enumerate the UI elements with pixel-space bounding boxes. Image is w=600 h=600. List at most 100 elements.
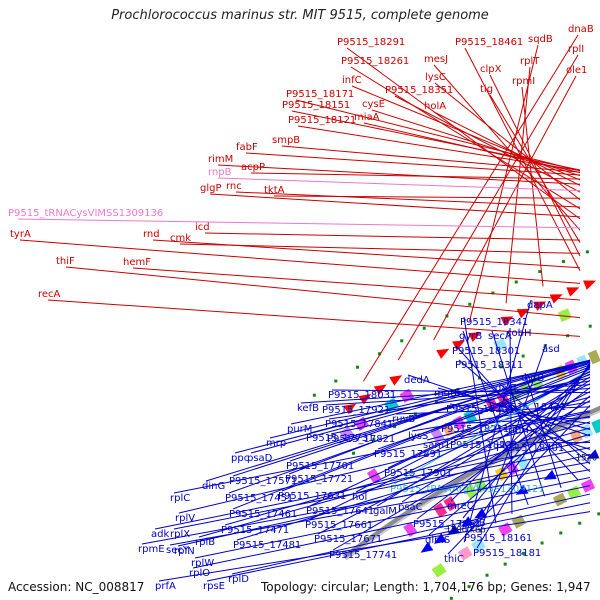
reverse-gene-label: P9515_17481 [233,540,301,551]
reverse-gene-label: P9515_17741 [329,550,397,561]
forward-gene-label: fabF [236,142,258,153]
gc-box [587,349,600,365]
reverse-gene-label: sam1 [423,440,450,451]
forward-arrow [343,403,357,415]
forward-gene-label: clpX [480,64,502,75]
tick-mark [356,365,360,369]
reverse-gene-label: ribH [508,425,529,436]
reverse-gene-leader [194,477,591,559]
reverse-gene-leader [281,368,591,492]
forward-gene-label: tig [480,84,493,95]
reverse-arrow [420,541,434,553]
forward-gene-label: P9515_tRNACysVIMSS1309136 [8,208,163,219]
forward-gene-label: tktA [264,185,285,196]
tick-mark [588,324,592,328]
tick-mark [521,354,525,358]
reverse-gene-label: mrp [266,438,286,449]
forward-gene-label: dnaB [568,24,594,35]
forward-gene-leader [281,145,581,173]
tick-mark [413,412,417,416]
reverse-gene-leader [450,366,591,502]
forward-gene-label: recA [38,289,61,300]
reverse-gene-label: psaD [247,453,273,464]
reverse-gene-label: psaC [398,502,423,513]
forward-arrow [583,280,597,290]
reverse-gene-label: P9515_17861 [413,519,481,530]
forward-gene-leader [505,66,531,304]
forward-gene-label: lysC [425,72,446,83]
reverse-gene-label: thiC [444,554,464,565]
reverse-gene-leader [511,424,591,450]
reverse-gene-label: P9515_tRNAArgVIMSS1309121 [390,484,545,495]
reverse-gene-label: rplC [170,493,190,504]
reverse-gene-label: P9515_18221 [450,440,518,451]
forward-gene-label: thiF [56,256,75,267]
reverse-gene-leader [308,383,591,521]
tick-mark [503,562,507,566]
forward-gene-leader [346,47,581,220]
reverse-gene-leader [198,427,591,538]
reverse-gene-leader [231,493,591,575]
forward-gene-leader [297,125,581,171]
reverse-gene-label: ruvB [392,414,415,425]
accession-text: Accession: NC_008817 [8,580,145,594]
feature-box [557,308,572,322]
forward-gene-label: hemF [123,257,151,268]
forward-gene-label: rnpB [208,167,232,178]
feature-box [431,563,447,578]
forward-gene-leader [350,66,581,210]
reverse-gene-label: adk [151,529,169,540]
reverse-gene-label: P9515_18401 [496,443,564,454]
reverse-gene-label: P9515_17901 [384,468,452,479]
tick-mark [561,259,565,263]
forward-gene-label: P9515_18291 [337,37,405,48]
reverse-gene-label: asd [542,344,560,355]
gc-box [430,428,445,444]
tick-mark [538,270,542,274]
forward-gene-leader [291,110,581,171]
reverse-arrow [433,533,447,544]
forward-gene-leader [245,152,581,176]
reverse-gene-label: uvrB [521,373,544,384]
reverse-gene-leader [206,502,591,582]
reverse-gene-leader [169,469,591,546]
forward-gene-leader [295,99,581,172]
forward-arrow [373,384,387,396]
tick-mark [578,521,582,525]
feature-box [457,546,473,561]
forward-arrow [566,287,580,297]
forward-arrow [500,316,514,327]
forward-gene-label: icd [195,222,210,233]
forward-gene-leader [433,64,581,231]
reverse-gene-leader [447,405,591,555]
reverse-gene-label: hol [352,492,367,503]
reverse-gene-label: P9515_17631 [278,491,346,502]
reverse-gene-label: prfA [155,581,176,592]
reverse-gene-label: P9515_17821 [327,434,395,445]
reverse-gene-leader [476,362,591,549]
reverse-gene-leader [416,387,591,520]
genome-backbone-highlight [345,410,600,560]
reverse-gene-label: ppc [231,453,249,464]
reverse-gene-label: P9515_18341 [460,317,528,328]
tick-mark [422,326,426,330]
reverse-gene-label: P9515_17731 [306,433,374,444]
reverse-gene-leader [387,371,591,469]
forward-arrow [389,375,403,386]
tick-mark [485,573,489,577]
reverse-gene-label: P9515_17661 [305,520,373,531]
forward-gene-leader [179,243,581,254]
forward-gene-label: P9515_18121 [288,115,356,126]
reverse-gene-label: P9515_18301 [452,346,520,357]
reverse-gene-leader [289,359,591,462]
tick-mark [334,379,338,383]
reverse-gene-label: P9515_17891 [374,449,442,460]
reverse-gene-label: P9515_18421 [498,402,566,413]
reverse-gene-leader [462,365,591,519]
reverse-gene-label: secA [488,331,512,342]
reverse-gene-label: rplB [195,537,215,548]
forward-gene-label: infC [342,75,362,86]
forward-gene-leader [250,172,581,180]
feature-box [493,338,508,352]
